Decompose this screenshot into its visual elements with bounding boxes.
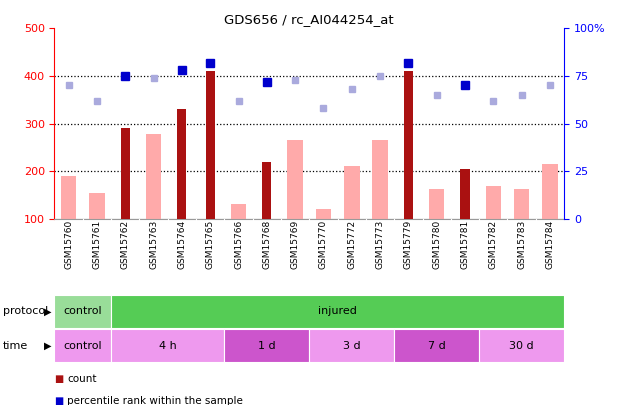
Bar xyxy=(231,205,246,219)
Bar xyxy=(89,192,104,219)
Text: 1 d: 1 d xyxy=(258,341,276,351)
Text: 3 d: 3 d xyxy=(343,341,360,351)
Text: ■: ■ xyxy=(54,374,63,384)
Bar xyxy=(146,134,162,219)
Bar xyxy=(315,209,331,219)
Bar xyxy=(262,162,271,219)
Title: GDS656 / rc_AI044254_at: GDS656 / rc_AI044254_at xyxy=(224,13,394,26)
Text: control: control xyxy=(63,307,102,316)
Bar xyxy=(111,329,224,362)
Bar xyxy=(429,189,444,219)
Text: time: time xyxy=(3,341,28,351)
Bar xyxy=(224,329,310,362)
Text: 4 h: 4 h xyxy=(159,341,177,351)
Text: ▶: ▶ xyxy=(44,307,52,316)
Text: ▶: ▶ xyxy=(44,341,52,351)
Text: percentile rank within the sample: percentile rank within the sample xyxy=(67,396,243,405)
Bar xyxy=(514,189,529,219)
Bar xyxy=(287,140,303,219)
Bar xyxy=(54,295,111,328)
Bar xyxy=(344,166,360,219)
Text: 30 d: 30 d xyxy=(510,341,534,351)
Bar xyxy=(111,295,564,328)
Bar xyxy=(479,329,564,362)
Bar xyxy=(372,140,388,219)
Bar xyxy=(485,186,501,219)
Bar xyxy=(206,71,215,219)
Text: 7 d: 7 d xyxy=(428,341,445,351)
Text: injured: injured xyxy=(318,307,357,316)
Text: control: control xyxy=(63,341,102,351)
Bar xyxy=(460,169,469,219)
Bar xyxy=(404,71,413,219)
Text: protocol: protocol xyxy=(3,307,49,316)
Bar xyxy=(394,329,479,362)
Bar xyxy=(121,128,129,219)
Text: count: count xyxy=(67,374,97,384)
Text: ■: ■ xyxy=(54,396,63,405)
Bar xyxy=(310,329,394,362)
Bar xyxy=(178,109,187,219)
Bar xyxy=(542,164,558,219)
Bar xyxy=(61,176,76,219)
Bar xyxy=(54,329,111,362)
